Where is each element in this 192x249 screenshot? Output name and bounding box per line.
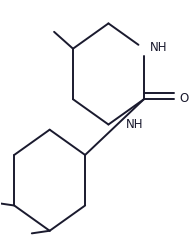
Text: NH: NH xyxy=(126,118,144,131)
Text: NH: NH xyxy=(150,41,168,54)
Text: O: O xyxy=(179,92,188,105)
